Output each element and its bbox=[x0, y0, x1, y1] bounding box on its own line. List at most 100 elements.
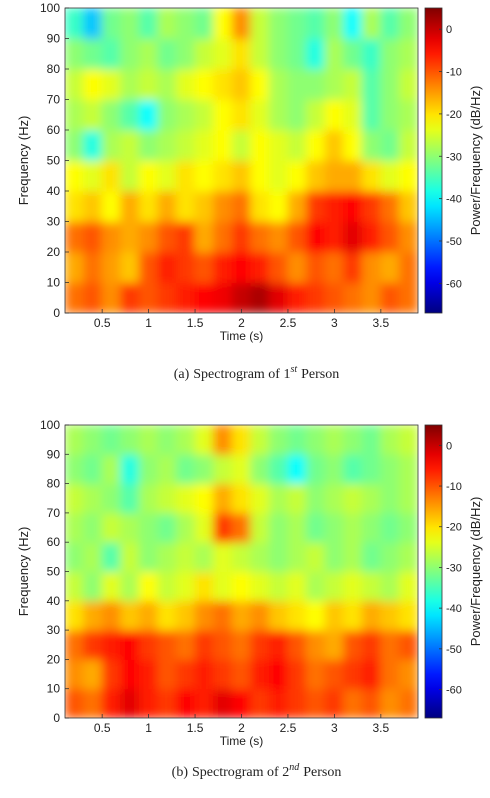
cell bbox=[398, 688, 418, 718]
heatmap bbox=[65, 425, 418, 718]
cell bbox=[324, 688, 345, 718]
x-tick-label: 0.5 bbox=[94, 721, 111, 735]
cell bbox=[83, 688, 103, 718]
cell bbox=[343, 541, 363, 572]
cell bbox=[398, 512, 418, 543]
cell bbox=[231, 541, 252, 572]
colorbar-tick-label: -60 bbox=[446, 685, 462, 697]
cell bbox=[194, 688, 215, 718]
cell bbox=[268, 38, 289, 70]
cell bbox=[213, 425, 233, 455]
cell bbox=[306, 221, 326, 253]
cell bbox=[65, 251, 85, 283]
cell bbox=[138, 425, 159, 455]
cell bbox=[138, 483, 159, 514]
cell bbox=[138, 629, 159, 660]
x-tick-label: 0.5 bbox=[94, 316, 111, 330]
y-axis-label: Frequency (Hz) bbox=[16, 527, 31, 617]
cell bbox=[361, 221, 382, 253]
cell bbox=[380, 251, 400, 283]
cell bbox=[250, 8, 270, 39]
cell bbox=[287, 600, 308, 631]
y-tick-label: 100 bbox=[40, 1, 60, 15]
cell bbox=[157, 251, 177, 283]
cell bbox=[101, 99, 122, 131]
cell bbox=[138, 160, 159, 192]
y-tick-label: 90 bbox=[47, 447, 61, 461]
cell bbox=[380, 600, 400, 631]
cell bbox=[324, 251, 345, 283]
cell bbox=[101, 453, 122, 485]
cell bbox=[101, 541, 122, 572]
cell bbox=[268, 453, 289, 485]
cell bbox=[83, 658, 103, 690]
cell bbox=[175, 600, 196, 631]
cell bbox=[194, 629, 215, 660]
cell bbox=[83, 425, 103, 455]
cell bbox=[175, 688, 196, 718]
cell bbox=[250, 541, 270, 572]
cell bbox=[231, 8, 252, 39]
cell bbox=[213, 251, 233, 283]
y-tick-label: 20 bbox=[47, 245, 61, 259]
cell bbox=[268, 688, 289, 718]
cell bbox=[157, 571, 177, 602]
cell bbox=[343, 425, 363, 455]
cell bbox=[157, 221, 177, 253]
cell bbox=[380, 221, 400, 253]
cell bbox=[175, 629, 196, 660]
cell bbox=[324, 541, 345, 572]
cell bbox=[213, 512, 233, 543]
y-tick-label: 0 bbox=[53, 711, 60, 725]
cell bbox=[287, 688, 308, 718]
cell bbox=[138, 38, 159, 70]
cell bbox=[194, 483, 215, 514]
cell bbox=[361, 190, 382, 222]
cell bbox=[287, 571, 308, 602]
cell bbox=[83, 282, 103, 313]
cell bbox=[83, 8, 103, 39]
cell bbox=[175, 8, 196, 39]
cell bbox=[361, 425, 382, 455]
cell bbox=[324, 129, 345, 161]
cell bbox=[324, 629, 345, 660]
cell bbox=[361, 571, 382, 602]
cell bbox=[213, 160, 233, 192]
cell bbox=[361, 282, 382, 313]
y-tick-label: 20 bbox=[47, 652, 61, 666]
cell bbox=[324, 99, 345, 131]
cell bbox=[138, 512, 159, 543]
cell bbox=[231, 688, 252, 718]
cell bbox=[157, 282, 177, 313]
cell bbox=[157, 129, 177, 161]
cell bbox=[120, 99, 140, 131]
cell bbox=[361, 512, 382, 543]
cell bbox=[231, 68, 252, 100]
cell bbox=[268, 512, 289, 543]
cell bbox=[213, 99, 233, 131]
cell bbox=[398, 38, 418, 70]
cell bbox=[398, 453, 418, 485]
cell bbox=[380, 629, 400, 660]
cell bbox=[175, 282, 196, 313]
cell bbox=[175, 571, 196, 602]
cell bbox=[287, 658, 308, 690]
cell bbox=[324, 282, 345, 313]
cell bbox=[120, 425, 140, 455]
cell bbox=[398, 658, 418, 690]
cell bbox=[194, 190, 215, 222]
x-tick-label: 1.5 bbox=[187, 316, 204, 330]
colorbar-tick-label: -20 bbox=[446, 109, 462, 121]
cell bbox=[157, 688, 177, 718]
cell bbox=[157, 453, 177, 485]
cell bbox=[324, 8, 345, 39]
cell bbox=[194, 541, 215, 572]
cell bbox=[120, 688, 140, 718]
cell bbox=[231, 99, 252, 131]
x-tick-label: 2.5 bbox=[280, 316, 297, 330]
y-tick-label: 30 bbox=[47, 623, 61, 637]
cell bbox=[194, 8, 215, 39]
cell bbox=[83, 129, 103, 161]
cell bbox=[65, 600, 85, 631]
cell bbox=[157, 629, 177, 660]
